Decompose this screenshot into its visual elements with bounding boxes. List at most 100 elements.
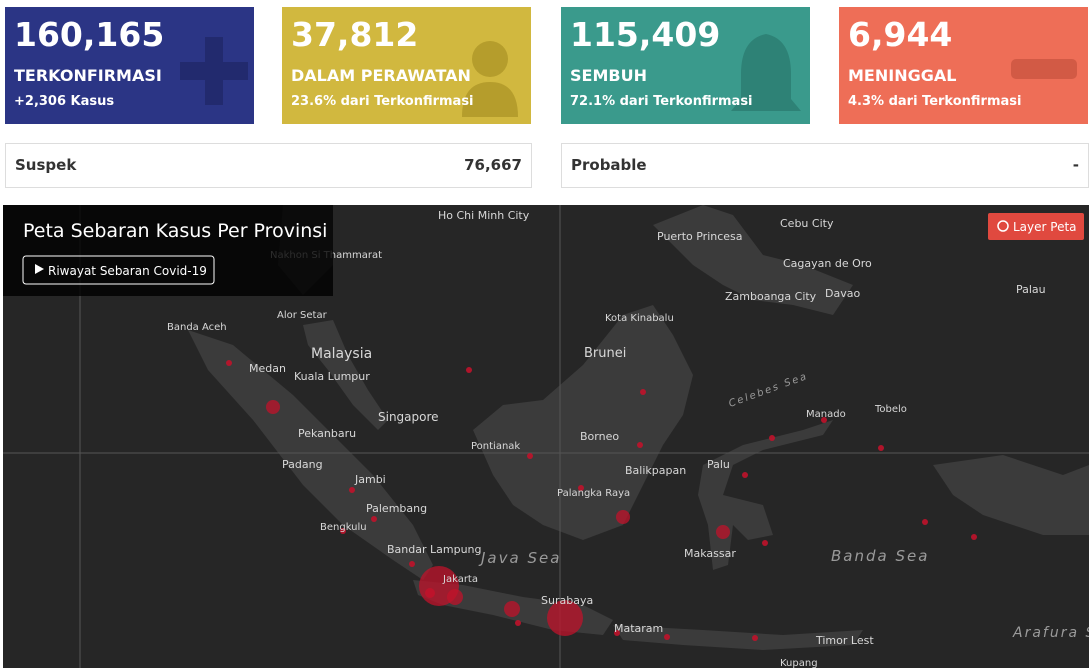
place-label: Kupang — [780, 658, 818, 668]
place-label: Cebu City — [780, 217, 834, 230]
place-label: Padang — [282, 458, 323, 471]
place-label: Kota Kinabalu — [605, 313, 674, 324]
place-label: Davao — [825, 287, 860, 300]
place-label: Singapore — [378, 410, 439, 424]
case-marker — [504, 601, 520, 617]
case-marker — [640, 389, 646, 395]
case-marker — [371, 516, 377, 522]
place-label: Zamboanga City — [725, 290, 817, 303]
case-marker — [340, 528, 346, 534]
icon — [180, 37, 248, 105]
case-marker — [752, 635, 758, 641]
place-label: Alor Setar — [277, 310, 328, 321]
place-label: Palau — [1016, 283, 1046, 296]
value: 160,165 — [14, 15, 165, 54]
place-label: Balikpapan — [625, 464, 686, 477]
place-label: Jambi — [354, 473, 386, 486]
place-label: Manado — [806, 409, 846, 420]
place-label: Banda Aceh — [167, 322, 227, 333]
case-marker — [922, 519, 928, 525]
layer-button-text[interactable]: Layer Peta — [1013, 220, 1077, 234]
case-marker — [664, 634, 670, 640]
place-label: Borneo — [580, 430, 619, 443]
case-marker — [578, 485, 584, 491]
case-marker — [821, 417, 827, 423]
card-treated: 37,812 DALAM PERAWATAN 23.6% dari Terkon… — [282, 7, 531, 124]
stat-label: Probable — [571, 156, 647, 174]
sub: 4.3% dari Terkonfirmasi — [848, 94, 1022, 109]
place-label: Java Sea — [478, 549, 561, 567]
case-marker — [466, 367, 472, 373]
icon — [462, 41, 518, 117]
place-label: Bandar Lampung — [387, 543, 482, 556]
card-confirmed: 160,165 TERKONFIRMASI +2,306 Kasus — [5, 7, 254, 124]
place-label: Palangka Raya — [557, 488, 630, 499]
place-label: Pekanbaru — [298, 427, 356, 440]
place-label: Malaysia — [311, 346, 372, 362]
place-label: Puerto Princesa — [657, 230, 743, 243]
case-marker — [614, 630, 620, 636]
label: SEMBUH — [570, 66, 647, 85]
place-label: Cagayan de Oro — [783, 257, 872, 270]
place-label: Brunei — [584, 346, 626, 361]
card-recovered: 115,409 SEMBUH 72.1% dari Terkonfirmasi — [561, 7, 810, 124]
value: 115,409 — [570, 15, 721, 54]
case-marker — [527, 453, 533, 459]
place-label: Arafura Sea — [1012, 625, 1089, 641]
icon — [1011, 59, 1077, 79]
place-label: Surabaya — [541, 594, 593, 607]
place-label: Jakarta — [442, 574, 478, 585]
map: Ho Chi Minh City Cebu City Puerto Princesa… — [3, 205, 1089, 668]
case-marker — [637, 442, 643, 448]
case-marker — [971, 534, 977, 540]
place-label: Medan — [249, 362, 286, 375]
case-marker — [878, 445, 884, 451]
case-marker — [349, 487, 355, 493]
case-marker — [515, 620, 521, 626]
history-button[interactable] — [22, 255, 215, 285]
label: TERKONFIRMASI — [14, 66, 162, 85]
sub: 72.1% dari Terkonfirmasi — [570, 94, 753, 109]
case-marker — [716, 525, 730, 539]
case-marker — [425, 588, 435, 598]
case-marker — [616, 510, 630, 524]
map-header — [3, 205, 333, 296]
place-label: Bengkulu — [320, 522, 367, 533]
case-markers — [226, 360, 977, 641]
card-deaths: 6,944 MENINGGAL 4.3% dari Terkonfirmasi — [839, 7, 1088, 124]
place-label: Kuala Lumpur — [294, 370, 370, 383]
case-marker — [447, 589, 463, 605]
history-button-text[interactable]: Riwayat Sebaran Covid-19 — [48, 264, 207, 278]
sub: +2,306 Kasus — [14, 94, 115, 109]
label: DALAM PERAWATAN — [291, 66, 471, 85]
case-marker — [409, 561, 415, 567]
map-title: Peta Sebaran Kasus Per Provinsi — [23, 220, 327, 242]
stat-probable: Probable - — [561, 143, 1089, 188]
place-label: Palu — [707, 458, 730, 471]
layer-button[interactable] — [988, 213, 1084, 240]
place-label: Banda Sea — [831, 547, 929, 565]
place-label: Tobelo — [874, 404, 907, 415]
case-marker — [266, 400, 280, 414]
place-label: Timor Lest — [815, 634, 874, 647]
case-marker — [547, 600, 583, 636]
sub: 23.6% dari Terkonfirmasi — [291, 94, 474, 109]
icon — [731, 34, 801, 111]
label: MENINGGAL — [848, 66, 957, 85]
place-label: Makassar — [684, 547, 736, 560]
stat-value: 76,667 — [464, 156, 522, 174]
value: 37,812 — [291, 15, 419, 54]
place-label: Palembang — [366, 502, 427, 515]
stat-suspect: Suspek 76,667 — [5, 143, 532, 188]
stat-value: - — [1072, 156, 1079, 174]
case-marker — [762, 540, 768, 546]
case-marker — [742, 472, 748, 478]
place-label: Ho Chi Minh City — [438, 209, 530, 222]
case-marker — [769, 435, 775, 441]
place-label: Pontianak — [471, 441, 520, 452]
stat-label: Suspek — [15, 156, 77, 174]
place-label: Mataram — [614, 622, 663, 635]
case-marker — [226, 360, 232, 366]
value: 6,944 — [848, 15, 953, 54]
